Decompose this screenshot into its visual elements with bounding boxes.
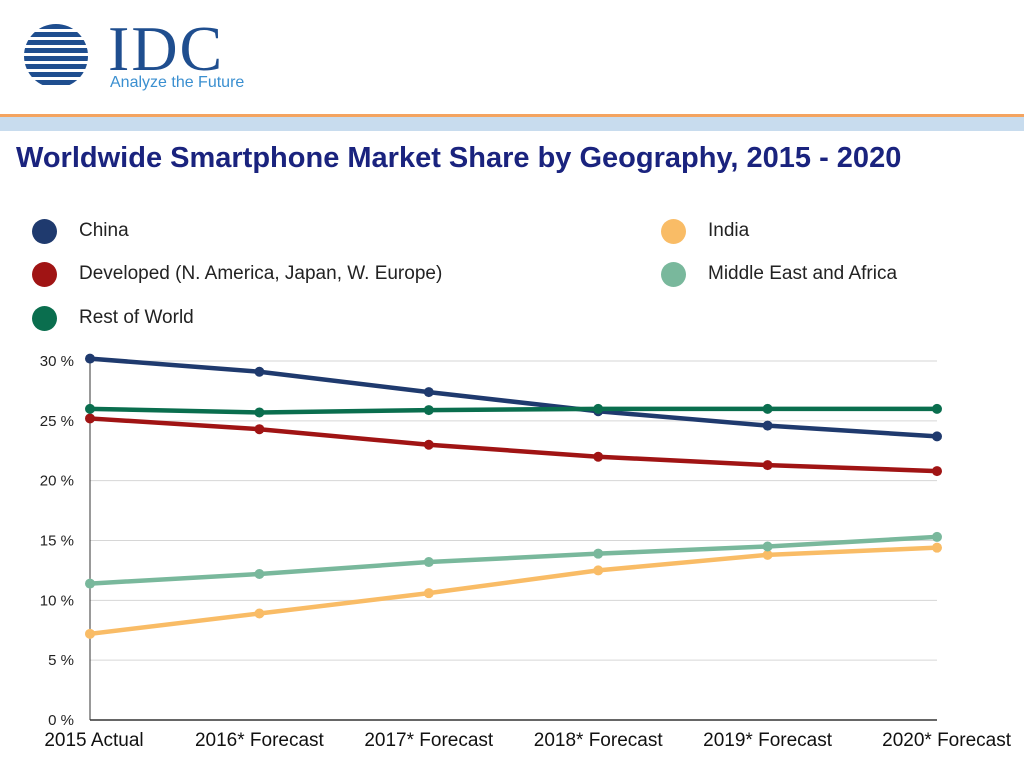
series-developed-n-america-japan-w-europe: [85, 413, 942, 477]
data-point: [254, 569, 265, 580]
data-point: [423, 439, 434, 450]
legend-label-middle-east-africa: Middle East and Africa: [708, 263, 898, 284]
data-point: [85, 403, 95, 414]
globe-icon: [24, 24, 88, 85]
chart-title: Worldwide Smartphone Market Share by Geo…: [16, 142, 902, 174]
x-tick-label: 2017* Forecast: [364, 730, 494, 751]
data-point: [423, 557, 434, 568]
legend-item-india: India: [661, 218, 750, 244]
data-point: [254, 407, 265, 418]
x-tick-label: 2018* Forecast: [534, 730, 664, 751]
data-point: [254, 608, 265, 619]
legend-label-developed: Developed (N. America, Japan, W. Europe): [79, 263, 443, 284]
x-tick-label: 2015 Actual: [44, 730, 143, 751]
data-point: [85, 353, 95, 364]
data-point: [254, 366, 265, 377]
idc-logo: IDC Analyze the Future: [18, 14, 278, 98]
y-tick-label: 0 %: [48, 712, 74, 729]
data-point: [254, 424, 265, 435]
data-point: [932, 531, 942, 542]
series-middle-east-and-africa: [85, 531, 942, 589]
x-tick-label: 2019* Forecast: [703, 730, 833, 751]
data-point: [593, 403, 604, 414]
legend-label-india: India: [708, 220, 750, 241]
data-point: [762, 460, 773, 471]
series-rest-of-world: [85, 403, 942, 418]
series-line: [87, 406, 940, 415]
legend-label-china: China: [79, 220, 129, 241]
data-point: [593, 451, 604, 462]
data-point: [762, 541, 773, 552]
data-point: [85, 413, 95, 424]
legend-item-rest-of-world: Rest of World: [32, 305, 194, 331]
data-point: [423, 405, 434, 416]
y-tick-label: 20 %: [40, 473, 74, 490]
data-point: [762, 403, 773, 414]
logo-wordmark: IDC: [108, 13, 225, 84]
series-line: [87, 534, 940, 586]
legend-label-rest-of-world: Rest of World: [79, 307, 194, 328]
data-point: [85, 578, 95, 589]
legend-item-china: China: [32, 218, 129, 244]
y-tick-label: 30 %: [40, 353, 74, 370]
y-tick-label: 25 %: [40, 413, 74, 430]
data-point: [762, 549, 773, 560]
legend-marker-middle-east-africa: [661, 261, 686, 287]
data-point: [762, 420, 773, 431]
y-tick-label: 10 %: [40, 592, 74, 609]
data-point: [423, 387, 434, 398]
data-point: [932, 431, 942, 442]
legend-marker-india: [661, 218, 686, 244]
data-point: [423, 588, 434, 599]
data-point: [85, 628, 95, 639]
legend-marker-china: [32, 218, 57, 244]
x-tick-label: 2020* Forecast: [882, 730, 1012, 751]
data-point: [593, 565, 604, 576]
gridlines: [90, 360, 937, 661]
data-point: [932, 466, 942, 477]
series-lines: [85, 353, 942, 639]
logo-tagline: Analyze the Future: [110, 74, 245, 91]
y-axis-tick-labels: 0 % 5 % 10 % 15 % 20 % 25 % 30 %: [40, 353, 74, 729]
data-point: [593, 548, 604, 559]
series-line: [87, 416, 940, 474]
header-divider-blue: [0, 117, 1024, 131]
legend-item-developed: Developed (N. America, Japan, W. Europe): [32, 261, 443, 287]
series-india: [85, 542, 942, 639]
header-divider-orange: [0, 114, 1024, 117]
series-line: [87, 356, 940, 439]
data-point: [932, 542, 942, 553]
series-china: [85, 353, 942, 442]
x-tick-label: 2016* Forecast: [195, 730, 325, 751]
data-point: [932, 403, 942, 414]
y-tick-label: 5 %: [48, 652, 74, 669]
x-axis-tick-labels: 2015 Actual 2016* Forecast 2017* Forecast 2…: [44, 730, 1011, 751]
legend-marker-rest-of-world: [32, 305, 57, 331]
legend-marker-developed: [32, 261, 57, 287]
series-line: [87, 545, 940, 637]
y-tick-label: 15 %: [40, 533, 74, 550]
legend-item-middle-east-africa: Middle East and Africa: [661, 261, 898, 287]
